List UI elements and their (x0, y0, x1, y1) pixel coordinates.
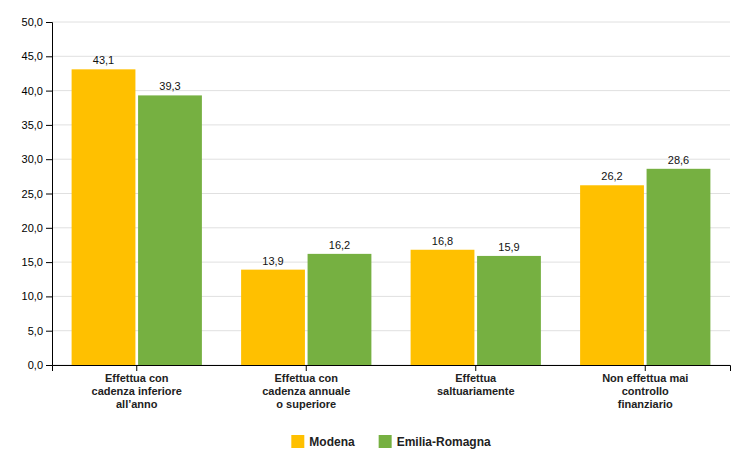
y-tick-mark (46, 91, 52, 92)
grid-line (52, 22, 730, 23)
x-tick-mark (645, 365, 646, 371)
bar-series (72, 69, 644, 365)
legend: Modena Emilia-Romagna (291, 435, 491, 449)
legend-label: Modena (309, 435, 355, 449)
y-axis: 0,0 5,0 10,0 15,0 20,0 25,0 30,0 35,0 40,0 45,0 50… (22, 16, 53, 371)
data-label: 39,3 (159, 80, 180, 92)
legend-item: Emilia-Romagna (379, 435, 491, 449)
chart: 0,0 5,0 10,0 15,0 20,0 25,0 30,0 35,0 40,0 45,0 50… (0, 0, 750, 463)
y-tick-label: 20,0 (22, 222, 43, 234)
x-tick-mark (306, 365, 307, 371)
x-tick-label-line: o superiore (276, 398, 336, 410)
data-label: 13,9 (262, 255, 283, 267)
x-tick-label: Effettuasaltuariamente (437, 372, 515, 397)
legend-swatch (291, 435, 304, 448)
x-tick: Effettuasaltuariamente (437, 365, 515, 397)
y-tick-label: 40,0 (22, 85, 43, 97)
y-tick-mark (46, 56, 52, 57)
x-axis-line (53, 366, 731, 372)
x-tick: Effettua concadenza inferioreall’anno (92, 365, 182, 410)
grid-line (52, 56, 730, 57)
data-label: 16,2 (329, 239, 350, 251)
x-tick: Non effettua maicontrollofinanziario (602, 365, 688, 410)
data-labels: 43,1 13,9 16,8 26,2 39,3 16,2 15,9 28,6 (93, 54, 689, 266)
x-tick: Effettua concadenza annualeo superiore (262, 365, 350, 410)
y-tick-mark (46, 159, 52, 160)
y-tick-label: 45,0 (22, 50, 43, 62)
data-label: 26,2 (601, 170, 622, 182)
x-tick-label-line: Non effettua mai (602, 372, 688, 384)
x-tick-label-line: cadenza annuale (262, 385, 350, 397)
bar (308, 254, 372, 365)
y-tick-label: 0,0 (28, 359, 43, 371)
bar (72, 69, 136, 365)
bar (241, 270, 305, 365)
x-tick-mark (136, 365, 137, 371)
x-tick-label-line: Effettua con (274, 372, 338, 384)
y-tick: 20,0 (22, 222, 52, 234)
grid (52, 22, 730, 365)
data-label: 43,1 (93, 54, 114, 66)
y-tick-mark (46, 262, 52, 263)
data-label: 28,6 (668, 154, 689, 166)
x-tick-label: Non effettua maicontrollofinanziario (602, 372, 688, 410)
legend-label: Emilia-Romagna (397, 435, 491, 449)
y-tick-label: 30,0 (22, 153, 43, 165)
y-tick: 50,0 (22, 16, 52, 28)
y-tick-mark (46, 228, 52, 229)
y-tick: 30,0 (22, 153, 52, 165)
y-tick-mark (46, 331, 52, 332)
y-tick-mark (46, 365, 52, 366)
y-tick: 5,0 (28, 325, 52, 337)
grid-line (52, 90, 730, 91)
y-tick-mark (46, 296, 52, 297)
y-tick-label: 5,0 (28, 325, 43, 337)
y-tick-mark (46, 22, 52, 23)
y-axis-line (46, 23, 53, 366)
x-tick-label-line: finanziario (618, 398, 673, 410)
bar (411, 250, 475, 365)
bar-series (138, 95, 710, 365)
x-tick-label: Effettua concadenza annualeo superiore (262, 372, 350, 410)
bar (138, 95, 202, 365)
x-axis: Effettua concadenza inferioreall’annoEff… (53, 365, 731, 410)
bars (72, 69, 711, 365)
bar (477, 256, 541, 365)
x-tick-label-line: all’anno (116, 398, 158, 410)
y-tick-mark (46, 194, 52, 195)
y-tick-label: 10,0 (22, 290, 43, 302)
data-label: 16,8 (432, 235, 453, 247)
y-tick-mark (46, 125, 52, 126)
y-tick-label: 50,0 (22, 16, 43, 28)
y-tick: 40,0 (22, 85, 52, 97)
data-label: 15,9 (498, 241, 519, 253)
x-tick-mark (475, 365, 476, 371)
x-tick-label-line: controllo (622, 385, 669, 397)
y-tick: 25,0 (22, 188, 52, 200)
x-tick-label-line: Effettua con (105, 372, 169, 384)
y-tick: 15,0 (22, 256, 52, 268)
x-tick-label: Effettua concadenza inferioreall’anno (92, 372, 182, 410)
x-tick-label-line: cadenza inferiore (92, 385, 182, 397)
y-tick-label: 25,0 (22, 188, 43, 200)
legend-swatch (379, 435, 392, 448)
y-tick: 10,0 (22, 290, 52, 302)
y-tick-label: 15,0 (22, 256, 43, 268)
y-tick: 35,0 (22, 119, 52, 131)
legend-item: Modena (291, 435, 355, 449)
chart-container: 0,0 5,0 10,0 15,0 20,0 25,0 30,0 35,0 40,0 45,0 50… (0, 0, 750, 463)
x-tick-label-line: saltuariamente (437, 385, 515, 397)
y-tick: 0,0 (28, 359, 52, 371)
bar (580, 185, 644, 365)
x-tick-label-line: Effettua (455, 372, 497, 384)
y-tick: 45,0 (22, 50, 52, 62)
y-tick-label: 35,0 (22, 119, 43, 131)
bar (647, 169, 711, 365)
